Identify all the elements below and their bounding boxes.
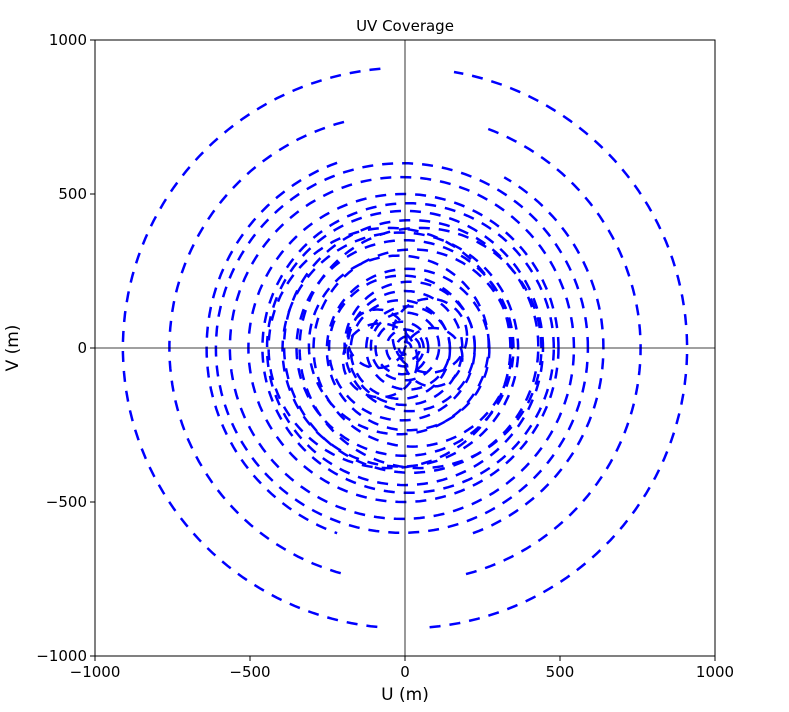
uv-track-20: [349, 299, 452, 401]
uv-track-32: [267, 226, 512, 470]
uv-track-1: [429, 70, 689, 629]
x-tick-label-4: 1000: [696, 663, 734, 681]
uv-track-16: [325, 267, 491, 432]
uv-track-5: [472, 176, 605, 535]
chart-title: UV Coverage: [356, 17, 454, 35]
uv-track-31: [298, 226, 543, 470]
uv-track-25: [395, 335, 422, 361]
y-tick-label-3: 500: [58, 185, 87, 203]
uv-track-12: [281, 231, 520, 468]
y-axis-label: V (m): [3, 324, 23, 372]
uv-track-29: [402, 326, 464, 388]
y-tick-label-2: 0: [77, 339, 87, 357]
uv-track-13: [295, 238, 515, 458]
x-axis-label: U (m): [381, 685, 429, 705]
x-tick-label-3: 500: [546, 663, 575, 681]
x-tick-label-1: −500: [229, 663, 270, 681]
x-tick-label-2: 0: [400, 663, 410, 681]
uv-track-30: [346, 308, 408, 370]
uv-track-22: [369, 311, 441, 382]
y-tick-label-1: −500: [46, 493, 87, 511]
uv-track-9: [261, 201, 556, 495]
uv-track-10: [265, 209, 545, 487]
uv-track-21: [365, 305, 452, 391]
y-tick-label-4: 1000: [49, 31, 87, 49]
uv-track-26: [397, 340, 413, 356]
uv-track-15: [307, 254, 490, 436]
x-tick-label-0: −1000: [70, 663, 121, 681]
y-tick-label-0: −1000: [36, 647, 87, 665]
